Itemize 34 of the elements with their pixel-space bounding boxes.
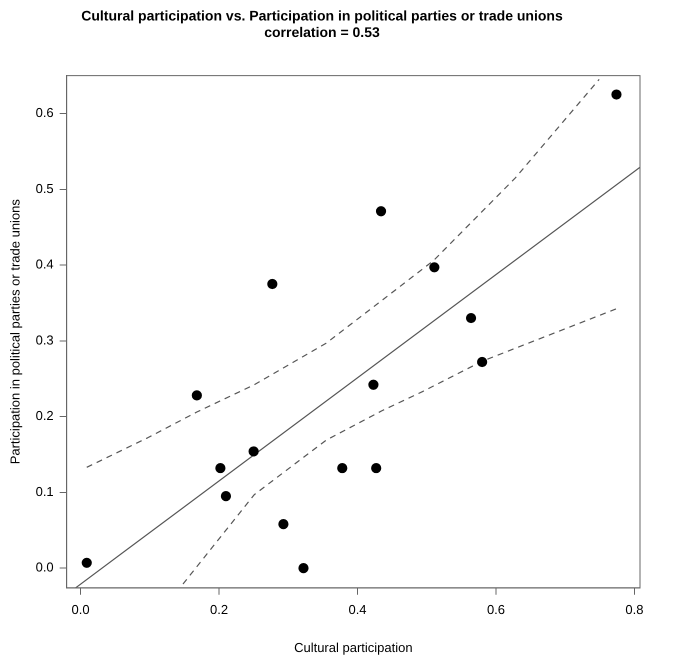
point (611, 89, 622, 100)
point (220, 491, 232, 502)
chart-title: Cultural participation vs. Participation in political parties or trade unions (81, 7, 563, 24)
y-axis-title: Participation in political parties or trade unions (7, 198, 22, 464)
y-tick-label: 0.0 (36, 560, 54, 575)
point (376, 206, 386, 216)
point (248, 446, 259, 457)
point (82, 558, 92, 568)
y-tick-label: 0.5 (36, 180, 54, 196)
y-tick-label: 0.1 (36, 484, 54, 499)
point (298, 563, 309, 574)
x-tick-label: 0.0 (71, 602, 90, 618)
x-tick-label: 0.6 (486, 602, 506, 618)
x-tick-label: 0.4 (348, 602, 367, 618)
point (278, 519, 288, 530)
point (267, 278, 278, 290)
x-tick-label: 0.2 (210, 602, 228, 618)
point (477, 356, 488, 368)
y-tick-label: 0.4 (36, 256, 54, 272)
point (371, 462, 382, 474)
y-tick-label: 0.2 (36, 408, 54, 424)
line-series (182, 308, 618, 585)
x-axis-title: Cultural participation (294, 640, 413, 655)
line-series (86, 78, 600, 468)
x-tick-label: 0.8 (625, 602, 644, 618)
y-tick-label: 0.3 (36, 332, 54, 348)
chart-subtitle: correlation = 0.53 (264, 24, 380, 40)
point (192, 390, 202, 400)
point (429, 262, 440, 272)
point (466, 312, 476, 324)
point (215, 462, 226, 474)
point (337, 462, 348, 474)
point (368, 380, 379, 390)
y-tick-label: 0.6 (36, 105, 54, 120)
